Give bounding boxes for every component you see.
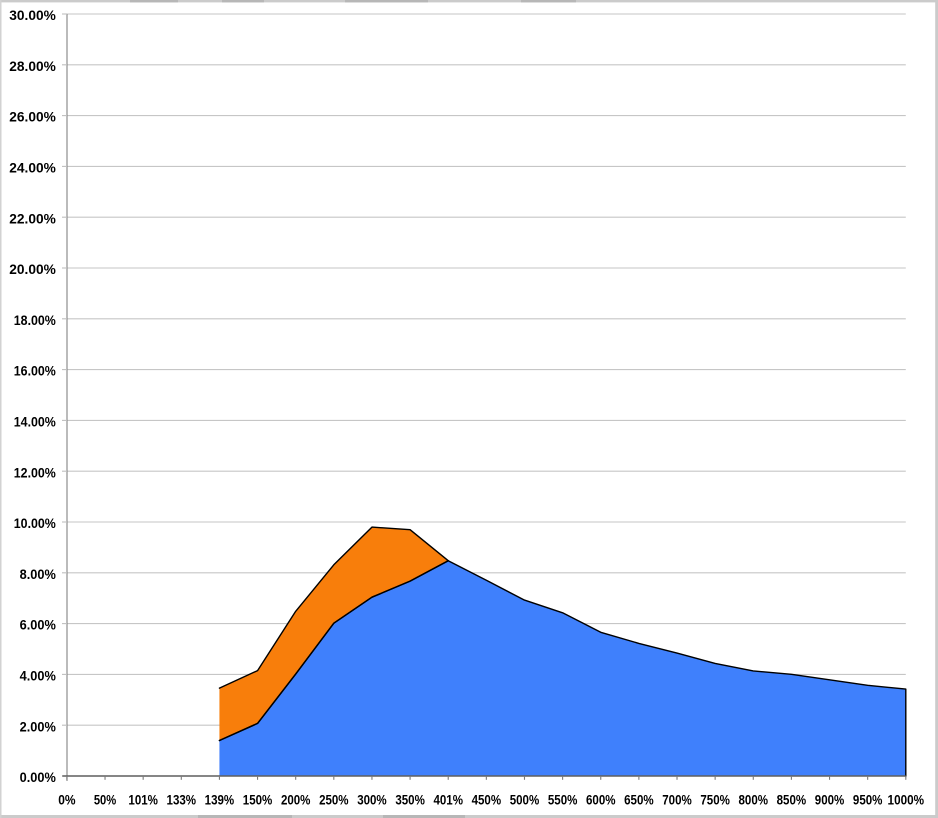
svg-text:28.00%: 28.00% bbox=[9, 59, 56, 74]
svg-text:139%: 139% bbox=[205, 793, 235, 808]
svg-text:101%: 101% bbox=[128, 793, 158, 808]
svg-text:500%: 500% bbox=[510, 793, 540, 808]
svg-text:250%: 250% bbox=[319, 793, 349, 808]
svg-text:4.00%: 4.00% bbox=[20, 669, 56, 684]
svg-text:300%: 300% bbox=[357, 793, 387, 808]
svg-text:133%: 133% bbox=[167, 793, 197, 808]
svg-text:900%: 900% bbox=[815, 793, 845, 808]
svg-text:50%: 50% bbox=[94, 793, 116, 808]
svg-text:14.00%: 14.00% bbox=[14, 415, 56, 430]
svg-text:850%: 850% bbox=[777, 793, 807, 808]
svg-text:26.00%: 26.00% bbox=[9, 110, 56, 125]
svg-text:450%: 450% bbox=[472, 793, 502, 808]
svg-text:2.00%: 2.00% bbox=[20, 719, 56, 734]
svg-text:18.00%: 18.00% bbox=[14, 313, 56, 328]
svg-text:30.00%: 30.00% bbox=[9, 8, 56, 23]
svg-text:8.00%: 8.00% bbox=[20, 567, 56, 582]
svg-text:150%: 150% bbox=[243, 793, 273, 808]
svg-text:20.00%: 20.00% bbox=[9, 262, 56, 277]
svg-text:200%: 200% bbox=[281, 793, 311, 808]
svg-text:800%: 800% bbox=[739, 793, 769, 808]
svg-text:700%: 700% bbox=[662, 793, 692, 808]
svg-text:350%: 350% bbox=[395, 793, 425, 808]
svg-text:22.00%: 22.00% bbox=[9, 211, 56, 226]
svg-text:1000%: 1000% bbox=[888, 793, 925, 808]
svg-text:12.00%: 12.00% bbox=[14, 465, 56, 480]
svg-text:0%: 0% bbox=[58, 793, 75, 808]
svg-text:10.00%: 10.00% bbox=[14, 516, 56, 531]
svg-text:401%: 401% bbox=[433, 793, 463, 808]
svg-text:650%: 650% bbox=[624, 793, 654, 808]
svg-text:600%: 600% bbox=[586, 793, 616, 808]
svg-text:24.00%: 24.00% bbox=[9, 161, 56, 176]
svg-text:6.00%: 6.00% bbox=[20, 618, 56, 633]
svg-text:950%: 950% bbox=[853, 793, 883, 808]
svg-text:16.00%: 16.00% bbox=[14, 364, 56, 379]
svg-text:750%: 750% bbox=[700, 793, 730, 808]
svg-text:0.00%: 0.00% bbox=[20, 770, 56, 785]
svg-text:550%: 550% bbox=[548, 793, 578, 808]
